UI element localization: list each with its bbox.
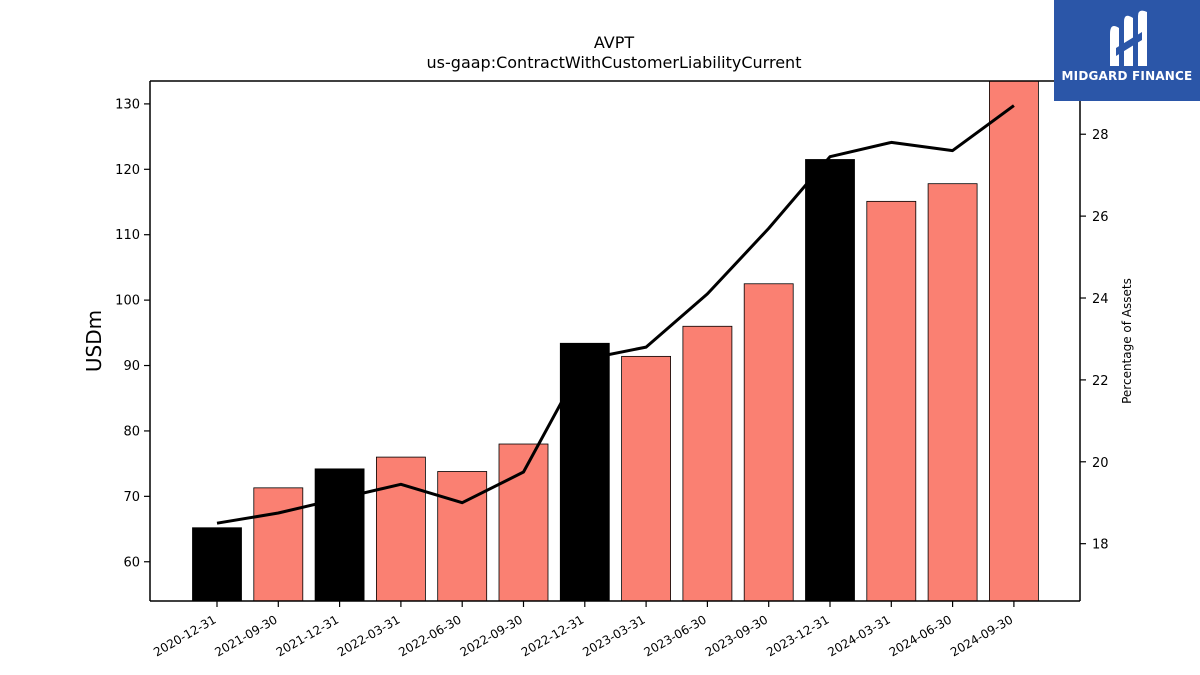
y-tick-label: 60 xyxy=(123,555,140,570)
bar-2022-03-31 xyxy=(375,456,426,601)
x-tick-label: 2022-12-31 xyxy=(519,612,586,659)
y-tick-label: 70 xyxy=(123,490,140,505)
y-right-tick-label: 18 xyxy=(1092,538,1109,553)
x-tick-label: 2022-03-31 xyxy=(335,612,402,659)
y-tick-label: 130 xyxy=(115,97,140,112)
x-tick-label: 2022-06-30 xyxy=(396,612,463,659)
bar-2023-12-31 xyxy=(805,159,855,601)
bar-2022-06-30 xyxy=(437,471,488,601)
x-tick-label: 2024-06-30 xyxy=(887,612,954,659)
y-right-tick-label: 22 xyxy=(1092,374,1109,389)
x-tick-label: 2021-12-31 xyxy=(274,612,341,659)
x-tick-label: 2020-12-31 xyxy=(151,612,218,659)
y-tick-label: 110 xyxy=(115,228,140,243)
x-axis-ticks: 2020-12-312021-09-302021-12-312022-03-31… xyxy=(151,601,1015,659)
logo-icon xyxy=(1110,10,1147,67)
y-right-tick-label: 26 xyxy=(1092,210,1109,225)
bar-2024-03-31 xyxy=(866,200,917,601)
y-tick-label: 120 xyxy=(115,163,140,178)
y-right-tick-label: 24 xyxy=(1092,292,1109,307)
y-right-tick-label: 20 xyxy=(1092,456,1109,471)
percentage-line xyxy=(216,104,1015,525)
chart-title-group: AVPT us-gaap:ContractWithCustomerLiabili… xyxy=(427,33,802,72)
bar-2024-06-30 xyxy=(927,183,978,601)
x-tick-label: 2023-12-31 xyxy=(764,612,831,659)
y-axis-right-label: Percentage of Assets xyxy=(1120,278,1134,404)
y-tick-label: 90 xyxy=(123,359,140,374)
x-tick-label: 2021-09-30 xyxy=(212,612,279,659)
bar-2022-09-30 xyxy=(498,443,549,601)
logo: MIDGARD FINANCE xyxy=(1054,0,1200,101)
bar-2021-09-30 xyxy=(253,487,304,601)
right-axis-ticks: 18 20 22 24 26 28 xyxy=(1080,128,1109,553)
x-tick-label: 2023-03-31 xyxy=(580,612,647,659)
chart-title: AVPT xyxy=(594,33,635,52)
x-tick-label: 2024-09-30 xyxy=(948,612,1015,659)
line-series xyxy=(216,104,1015,525)
y-axis-label: USDm xyxy=(82,310,106,372)
axes xyxy=(149,80,1081,602)
bar-2023-03-31 xyxy=(621,355,671,601)
bar-2023-09-30 xyxy=(743,283,794,601)
y-right-tick-label: 28 xyxy=(1092,128,1109,143)
x-tick-label: 2024-03-31 xyxy=(825,612,892,659)
y-tick-label: 80 xyxy=(123,424,140,439)
y-tick-label: 100 xyxy=(115,294,140,309)
bar-series xyxy=(192,81,1039,601)
bar-2020-12-31 xyxy=(192,527,242,601)
bar-2024-09-30 xyxy=(989,81,1039,601)
left-axis-ticks: 60 70 80 90 100 110 120 130 xyxy=(115,97,150,570)
bar-2021-12-31 xyxy=(314,468,365,601)
bar-2022-12-31 xyxy=(559,342,610,601)
x-tick-label: 2023-06-30 xyxy=(641,612,708,659)
logo-text: MIDGARD FINANCE xyxy=(1061,69,1193,83)
x-tick-label: 2023-09-30 xyxy=(703,612,770,659)
chart-subtitle: us-gaap:ContractWithCustomerLiabilityCur… xyxy=(427,53,802,72)
x-tick-label: 2022-09-30 xyxy=(458,612,525,659)
bar-2023-06-30 xyxy=(682,325,733,601)
